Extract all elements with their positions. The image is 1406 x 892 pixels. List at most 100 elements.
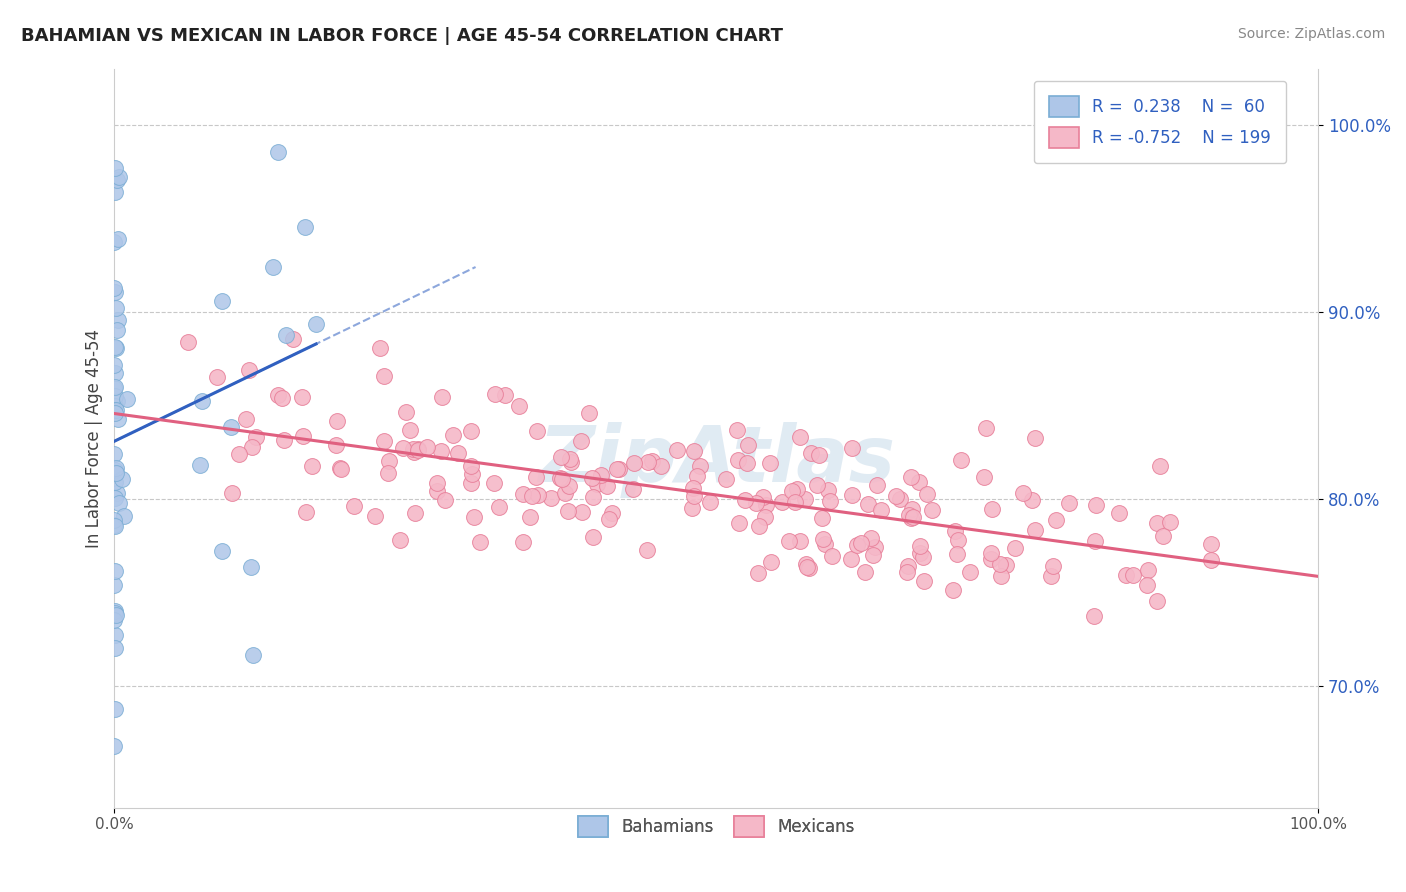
Point — [821, 549, 844, 564]
Point — [488, 500, 510, 514]
Point — [728, 516, 751, 531]
Point — [755, 498, 778, 512]
Point — [104, 640, 127, 655]
Point — [683, 490, 706, 504]
Point — [325, 438, 347, 452]
Point — [735, 456, 758, 470]
Point — [512, 486, 534, 500]
Point — [294, 219, 316, 234]
Point — [856, 497, 879, 511]
Point — [737, 438, 759, 452]
Point — [980, 552, 1002, 566]
Point — [596, 479, 619, 493]
Point — [686, 469, 709, 483]
Y-axis label: In Labor Force | Age 45-54: In Labor Force | Age 45-54 — [86, 328, 103, 548]
Point — [1146, 516, 1168, 530]
Point — [582, 530, 605, 544]
Point — [1201, 553, 1223, 567]
Point — [943, 524, 966, 538]
Point — [105, 486, 128, 500]
Point — [468, 534, 491, 549]
Point — [406, 442, 429, 456]
Point — [325, 414, 347, 428]
Point — [1199, 537, 1222, 551]
Point — [841, 488, 863, 502]
Point — [889, 491, 911, 506]
Point — [752, 491, 775, 505]
Point — [104, 389, 127, 403]
Point — [104, 406, 127, 420]
Point — [640, 454, 662, 468]
Point — [901, 501, 924, 516]
Point — [1084, 498, 1107, 512]
Point — [104, 606, 127, 620]
Point — [105, 173, 128, 187]
Point — [1083, 608, 1105, 623]
Point — [291, 390, 314, 404]
Point — [105, 393, 128, 408]
Point — [103, 403, 125, 417]
Point — [581, 470, 603, 484]
Point — [239, 559, 262, 574]
Point — [329, 461, 352, 475]
Point — [104, 367, 127, 381]
Point — [1012, 486, 1035, 500]
Point — [373, 434, 395, 449]
Point — [519, 510, 541, 524]
Point — [884, 489, 907, 503]
Point — [274, 328, 297, 343]
Point — [228, 447, 250, 461]
Point — [211, 544, 233, 558]
Point — [103, 235, 125, 249]
Point — [117, 392, 139, 406]
Point — [839, 551, 862, 566]
Point — [434, 493, 457, 508]
Point — [786, 482, 808, 496]
Point — [586, 476, 609, 491]
Point — [103, 513, 125, 527]
Point — [994, 558, 1017, 572]
Point — [1084, 534, 1107, 549]
Point — [849, 535, 872, 549]
Point — [242, 648, 264, 662]
Point — [104, 702, 127, 716]
Point — [103, 281, 125, 295]
Point — [107, 232, 129, 246]
Point — [104, 379, 127, 393]
Point — [103, 399, 125, 413]
Point — [811, 532, 834, 546]
Point — [582, 490, 605, 504]
Point — [271, 391, 294, 405]
Point — [416, 440, 439, 454]
Point — [551, 472, 574, 486]
Point — [463, 509, 485, 524]
Point — [785, 495, 807, 509]
Point — [578, 405, 600, 419]
Point — [915, 487, 938, 501]
Point — [404, 445, 426, 459]
Point — [946, 548, 969, 562]
Text: ZipAtlas: ZipAtlas — [538, 422, 894, 499]
Point — [484, 475, 506, 490]
Point — [177, 335, 200, 350]
Text: Source: ZipAtlas.com: Source: ZipAtlas.com — [1237, 27, 1385, 41]
Point — [554, 485, 576, 500]
Point — [104, 564, 127, 578]
Point — [558, 479, 581, 493]
Point — [364, 508, 387, 523]
Point — [1136, 578, 1159, 592]
Point — [772, 495, 794, 509]
Point — [389, 533, 412, 548]
Point — [104, 491, 127, 505]
Point — [330, 462, 353, 476]
Point — [1021, 492, 1043, 507]
Point — [589, 468, 612, 483]
Point — [900, 470, 922, 484]
Point — [107, 412, 129, 426]
Point — [727, 453, 749, 467]
Point — [865, 477, 887, 491]
Point — [846, 538, 869, 552]
Point — [111, 472, 134, 486]
Point — [942, 582, 965, 597]
Point — [527, 488, 550, 502]
